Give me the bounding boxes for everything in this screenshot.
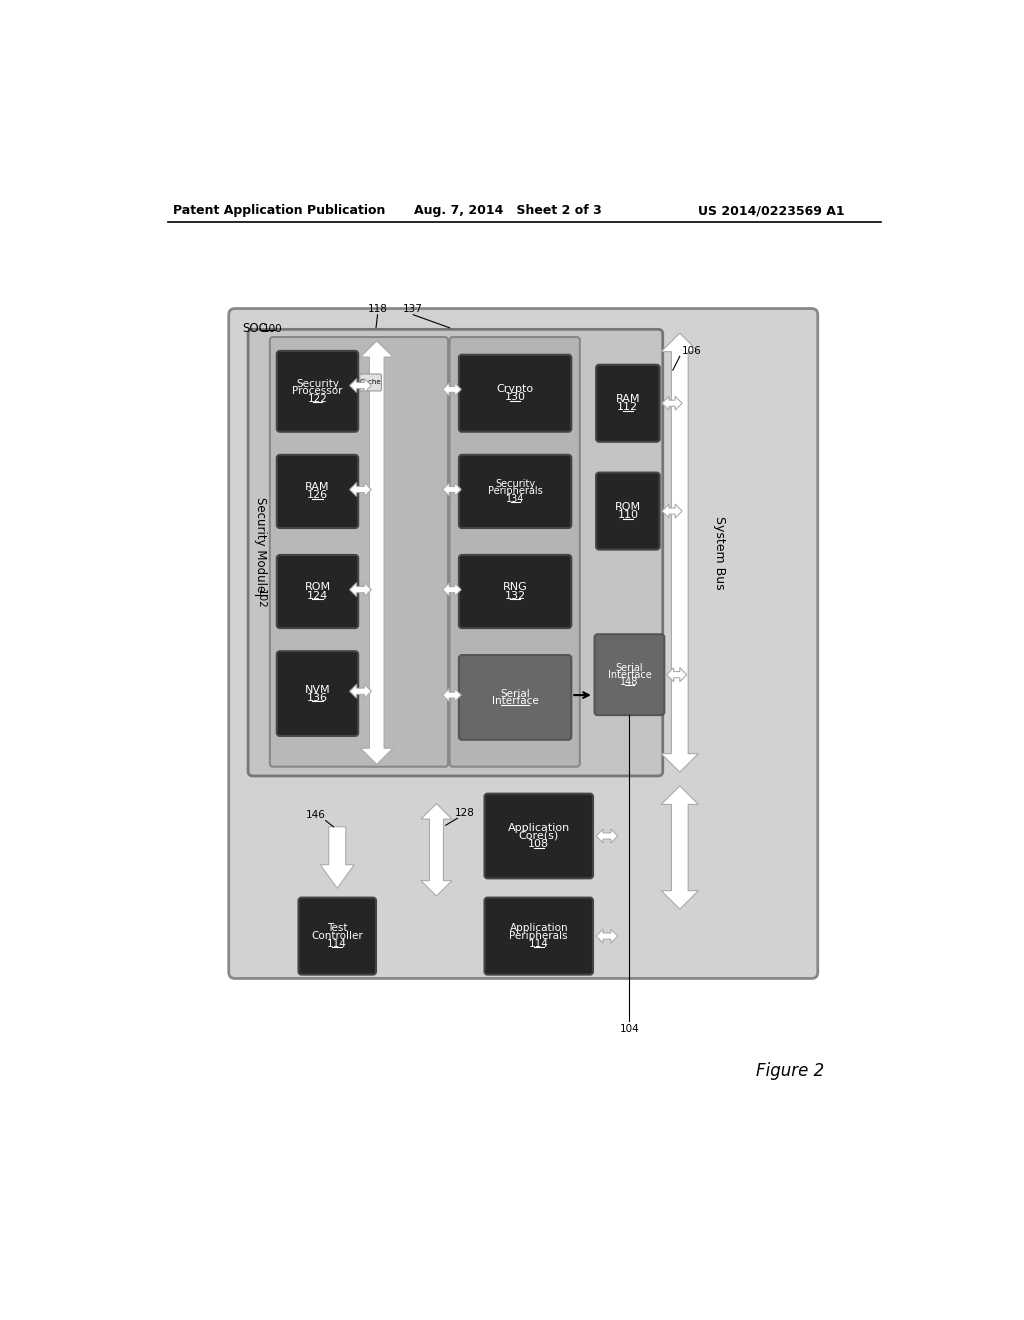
Text: Peripherals: Peripherals (510, 931, 568, 941)
Text: 102: 102 (256, 589, 265, 609)
Text: Interface: Interface (607, 669, 651, 680)
FancyBboxPatch shape (276, 455, 358, 528)
FancyBboxPatch shape (359, 374, 381, 391)
FancyBboxPatch shape (484, 898, 593, 974)
Polygon shape (349, 684, 372, 698)
Polygon shape (596, 929, 617, 942)
Polygon shape (360, 341, 393, 764)
Polygon shape (662, 396, 682, 411)
FancyBboxPatch shape (299, 898, 376, 974)
Polygon shape (349, 582, 372, 597)
FancyBboxPatch shape (276, 554, 358, 628)
Polygon shape (442, 583, 461, 597)
FancyBboxPatch shape (248, 330, 663, 776)
Text: Aug. 7, 2014   Sheet 2 of 3: Aug. 7, 2014 Sheet 2 of 3 (414, 205, 602, 218)
Text: 114: 114 (528, 939, 549, 949)
Text: US 2014/0223569 A1: US 2014/0223569 A1 (698, 205, 845, 218)
Text: Peripherals: Peripherals (487, 487, 543, 496)
Polygon shape (662, 785, 698, 909)
FancyBboxPatch shape (596, 364, 659, 442)
Polygon shape (321, 826, 354, 888)
Text: Cache: Cache (359, 379, 381, 385)
FancyBboxPatch shape (595, 635, 665, 715)
Polygon shape (349, 483, 372, 496)
Text: Security: Security (495, 479, 536, 490)
Polygon shape (667, 668, 687, 681)
FancyBboxPatch shape (459, 554, 571, 628)
Text: Security Module: Security Module (254, 498, 267, 593)
FancyBboxPatch shape (459, 655, 571, 739)
Text: Test: Test (327, 924, 347, 933)
Polygon shape (596, 829, 617, 843)
Text: Serial: Serial (615, 663, 643, 673)
Text: RNG: RNG (503, 582, 527, 593)
FancyBboxPatch shape (459, 455, 571, 528)
FancyBboxPatch shape (484, 793, 593, 878)
Text: 106: 106 (681, 346, 701, 356)
FancyBboxPatch shape (228, 309, 818, 978)
Text: 137: 137 (403, 305, 423, 314)
FancyBboxPatch shape (596, 473, 659, 549)
Text: RAM: RAM (615, 395, 640, 404)
Text: 104: 104 (620, 1023, 639, 1034)
Text: Security: Security (296, 379, 339, 388)
Text: Core(s): Core(s) (518, 832, 559, 841)
Polygon shape (442, 483, 461, 496)
Text: 128: 128 (456, 808, 475, 818)
Text: ROM: ROM (614, 502, 641, 512)
Text: Application: Application (508, 822, 570, 833)
Polygon shape (442, 689, 461, 702)
Text: Crypto: Crypto (497, 384, 534, 395)
FancyBboxPatch shape (459, 355, 571, 432)
Text: 130: 130 (505, 392, 525, 403)
Polygon shape (442, 383, 461, 396)
Text: 118: 118 (368, 305, 387, 314)
Text: 110: 110 (617, 510, 638, 520)
Text: 136: 136 (307, 693, 328, 702)
Text: Patent Application Publication: Patent Application Publication (173, 205, 385, 218)
Text: Processor: Processor (292, 387, 343, 396)
Text: System Bus: System Bus (713, 516, 726, 590)
Text: Controller: Controller (311, 931, 364, 941)
FancyBboxPatch shape (450, 337, 580, 767)
Polygon shape (662, 504, 682, 517)
Text: Serial: Serial (501, 689, 530, 698)
Text: 132: 132 (505, 590, 525, 601)
Text: NVM: NVM (305, 685, 331, 694)
Text: 148: 148 (621, 677, 639, 686)
Text: 100: 100 (263, 323, 283, 334)
Text: 114: 114 (328, 939, 347, 949)
Text: 122: 122 (307, 395, 328, 404)
Polygon shape (421, 804, 452, 896)
Text: ROM: ROM (304, 582, 331, 593)
Text: Figure 2: Figure 2 (757, 1061, 824, 1080)
Polygon shape (349, 379, 372, 392)
Text: Application: Application (509, 924, 568, 933)
Text: 108: 108 (528, 840, 549, 849)
Text: 146: 146 (305, 810, 326, 820)
Text: SOC: SOC (243, 322, 267, 335)
FancyBboxPatch shape (276, 351, 358, 432)
FancyBboxPatch shape (276, 651, 358, 737)
Text: Interface: Interface (492, 696, 539, 706)
Text: RAM: RAM (305, 482, 330, 492)
FancyBboxPatch shape (270, 337, 449, 767)
Text: 126: 126 (307, 491, 328, 500)
Polygon shape (662, 333, 698, 772)
Text: 124: 124 (307, 590, 328, 601)
Text: 134: 134 (506, 494, 524, 504)
Text: 112: 112 (617, 403, 638, 412)
